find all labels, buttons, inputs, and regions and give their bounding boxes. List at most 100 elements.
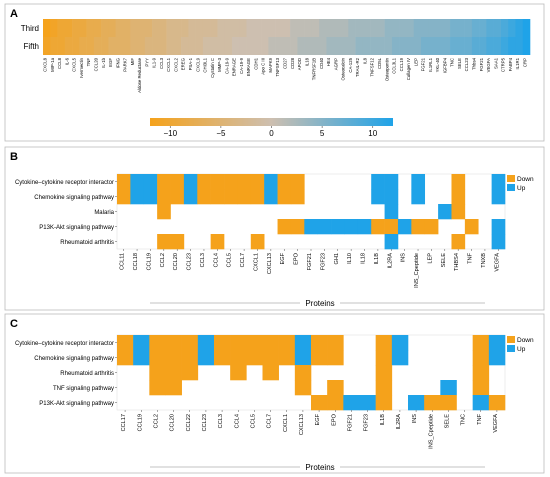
protein-column-label: CXCL1 bbox=[253, 253, 259, 271]
panel-a-cell bbox=[43, 37, 51, 55]
cell-up bbox=[488, 350, 506, 366]
panel-a-cell bbox=[130, 37, 138, 55]
panel-a-cell bbox=[508, 19, 516, 37]
panel-a-cell bbox=[522, 37, 531, 55]
protein-column-label: VEGFA bbox=[494, 253, 500, 272]
panel-a-column-label: Collagen IV bbox=[406, 58, 411, 80]
panel-a-cell bbox=[522, 19, 531, 37]
panel-a-cell bbox=[173, 37, 182, 55]
panel-a-cell bbox=[188, 19, 196, 37]
panel-a-cell bbox=[290, 37, 298, 55]
panel-a-cell bbox=[355, 37, 364, 55]
panel-a-column-label: CXCL1 bbox=[166, 57, 171, 71]
panel-a-cell bbox=[166, 37, 175, 55]
protein-column-label: CCL18 bbox=[133, 253, 139, 270]
cell-up bbox=[384, 204, 399, 220]
panel-a-column-label: MAPK9 bbox=[268, 57, 273, 72]
panel-a-cell bbox=[79, 37, 87, 55]
panel-a-cell bbox=[282, 37, 291, 55]
legend-swatch-up bbox=[507, 184, 515, 191]
protein-column-label: CCL20 bbox=[170, 414, 176, 431]
pathway-row-label: Malaria bbox=[94, 210, 114, 216]
cell-down bbox=[170, 234, 185, 250]
protein-column-label: TNF bbox=[477, 413, 483, 424]
panel-a-cell bbox=[202, 37, 211, 55]
panel-b-frame bbox=[4, 146, 545, 311]
protein-column-label: IL1B bbox=[374, 253, 380, 265]
panel-a-cell bbox=[297, 19, 305, 37]
panel-a-colorbar-tick-label: 0 bbox=[269, 129, 274, 138]
panel-c-heatmap: Cytokine–cytokine receptor interactor Che… bbox=[15, 334, 534, 472]
protein-column-label: INS bbox=[401, 253, 407, 263]
legend-label-up: Up bbox=[517, 185, 526, 192]
panel-a-cell bbox=[370, 37, 378, 55]
cell-down bbox=[311, 335, 328, 351]
panel-a-cell bbox=[515, 37, 524, 55]
protein-column-label: CCL4 bbox=[213, 253, 219, 267]
panel-a-column-label: CD5L bbox=[377, 57, 382, 69]
panel-a-cell bbox=[450, 19, 458, 37]
protein-column-label: IL18 bbox=[361, 253, 367, 264]
panel-a-column-label: AGRP bbox=[333, 58, 338, 70]
protein-column-label: TNXB bbox=[481, 253, 487, 268]
cell-down bbox=[262, 335, 279, 351]
panel-b-letter: B bbox=[10, 151, 18, 163]
protein-column-label: FGF23 bbox=[320, 253, 326, 270]
cell-up bbox=[133, 350, 150, 366]
panel-a-cell bbox=[224, 37, 233, 55]
cell-up bbox=[491, 219, 506, 235]
panel-a-cell bbox=[261, 19, 269, 37]
panel-a-column-label: IL-1b bbox=[101, 57, 106, 67]
protein-column-label: CXCL13 bbox=[267, 253, 273, 274]
cell-down bbox=[375, 395, 393, 411]
panel-a-cell bbox=[333, 19, 342, 37]
panel-a-column-label: APOD bbox=[297, 58, 302, 70]
cell-down bbox=[165, 335, 182, 351]
panel-a-cell bbox=[217, 37, 226, 55]
panel-a-cell bbox=[500, 37, 509, 55]
panel-a-cell bbox=[319, 19, 327, 37]
panel-a-cell bbox=[93, 37, 102, 55]
panel-a-cell bbox=[239, 37, 247, 55]
cell-down bbox=[424, 219, 439, 235]
panel-a-cell bbox=[195, 19, 204, 37]
panel-a-colorbar-tick-label: −10 bbox=[163, 129, 177, 138]
pathway-row-label: TNF signaling pathway bbox=[53, 386, 114, 392]
panel-a-cell bbox=[311, 19, 320, 37]
cell-up bbox=[391, 350, 409, 366]
protein-column-label: CCL2 bbox=[153, 414, 159, 428]
panel-a-cell bbox=[435, 19, 444, 37]
protein-column-label: CCL3 bbox=[200, 253, 206, 267]
panel-a-row-label: Third bbox=[21, 24, 39, 33]
panel-a-cell bbox=[261, 37, 269, 55]
panel-a-frame bbox=[4, 3, 545, 142]
panel-a-cell bbox=[348, 37, 356, 55]
protein-column-label: THBS4 bbox=[454, 253, 460, 271]
panel-a-cell bbox=[377, 19, 385, 37]
panel-a-column-label: CCL19 bbox=[399, 57, 404, 71]
xlabel: Proteins bbox=[305, 463, 334, 472]
panel-a-cell bbox=[391, 19, 400, 37]
panel-a-cell bbox=[355, 19, 364, 37]
cell-up bbox=[294, 335, 312, 351]
cell-up bbox=[359, 395, 376, 411]
cell-up bbox=[384, 234, 399, 250]
panel-a-cell bbox=[304, 37, 313, 55]
cell-up bbox=[133, 335, 150, 351]
panel-a-cell bbox=[450, 37, 458, 55]
cell-up bbox=[491, 189, 506, 205]
panel-a-column-label: IFNG bbox=[115, 57, 120, 68]
protein-column-label: CCL22 bbox=[186, 414, 192, 431]
cell-down bbox=[210, 234, 225, 250]
panel-a-cell bbox=[304, 19, 313, 37]
cell-up bbox=[357, 219, 372, 235]
panel-a-column-label: CXCL9 bbox=[195, 57, 200, 71]
panel-a-column-label: Ivermectin bbox=[79, 57, 84, 77]
panel-a-column-label: TNFRSF1B bbox=[312, 58, 317, 80]
panel-a-column-label: CD28 bbox=[290, 57, 295, 69]
cell-up bbox=[130, 189, 145, 205]
cell-down bbox=[237, 174, 252, 190]
panel-a-column-label: EREG bbox=[181, 57, 186, 70]
panel-a-cell bbox=[471, 37, 480, 55]
panel-a-cell bbox=[428, 37, 436, 55]
